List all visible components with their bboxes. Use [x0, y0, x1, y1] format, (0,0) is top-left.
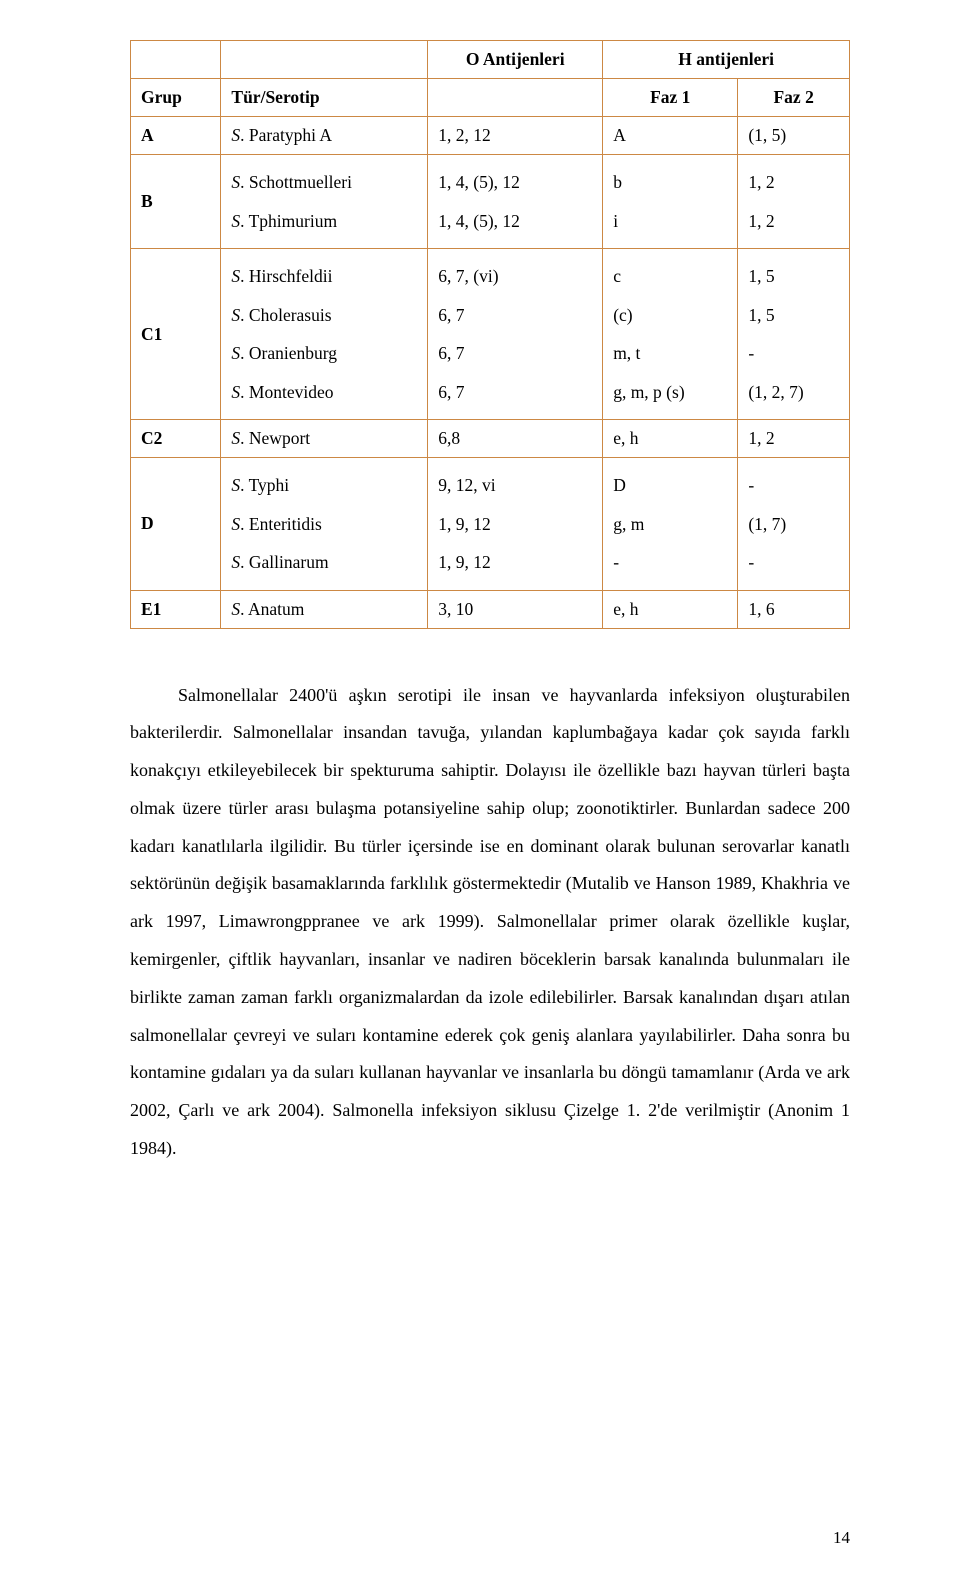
- species-prefix: S: [231, 172, 240, 192]
- o-cell: 1, 4, (5), 12 1, 4, (5), 12: [428, 155, 603, 249]
- tur-cell: S. Paratyphi A: [221, 117, 428, 155]
- species-name: . Schottmuelleri: [240, 172, 352, 192]
- faz2-cell: 1, 5 1, 5 - (1, 2, 7): [738, 249, 850, 420]
- faz2-cell: 1, 2 1, 2: [738, 155, 850, 249]
- grup-label: C1: [141, 324, 162, 344]
- faz2-cell: - (1, 7) -: [738, 458, 850, 591]
- species-name: . Tphimurium: [240, 211, 337, 231]
- header-o-antijenleri: O Antijenleri: [428, 41, 603, 79]
- faz1-cell: e, h: [603, 590, 738, 628]
- o-cell: 6, 7, (vi) 6, 7 6, 7 6, 7: [428, 249, 603, 420]
- species-prefix: S: [231, 211, 240, 231]
- header-blank-1: [131, 41, 221, 79]
- grup-label: E1: [141, 599, 161, 619]
- faz1-cell: A: [603, 117, 738, 155]
- tur-cell: S. Newport: [221, 420, 428, 458]
- tur-cell: S. Schottmuelleri S. Tphimurium: [221, 155, 428, 249]
- faz2-cell: 1, 6: [738, 590, 850, 628]
- header-blank-2: [221, 41, 428, 79]
- tur-cell: S. Hirschfeldii S. Cholerasuis S. Oranie…: [221, 249, 428, 420]
- header-faz1: Faz 1: [603, 79, 738, 117]
- header-grup: Grup: [131, 79, 221, 117]
- table-header-row-2: Grup Tür/Serotip Faz 1 Faz 2: [131, 79, 850, 117]
- page-number: 14: [833, 1528, 850, 1548]
- table-row: D S. Typhi S. Enteritidis S. Gallinarum …: [131, 458, 850, 591]
- faz2-cell: (1, 5): [738, 117, 850, 155]
- paragraph: Salmonellalar 2400'ü aşkın serotipi ile …: [130, 677, 850, 1168]
- species-name: . Paratyphi A: [240, 125, 332, 145]
- faz1-cell: c (c) m, t g, m, p (s): [603, 249, 738, 420]
- grup-label: C2: [141, 428, 162, 448]
- o-cell: 1, 2, 12: [428, 117, 603, 155]
- faz1-cell: D g, m -: [603, 458, 738, 591]
- page: O Antijenleri H antijenleri Grup Tür/Ser…: [0, 0, 960, 1584]
- table-row: B S. Schottmuelleri S. Tphimurium 1, 4, …: [131, 155, 850, 249]
- tur-cell: S. Anatum: [221, 590, 428, 628]
- grup-label: A: [141, 125, 154, 145]
- body-text: Salmonellalar 2400'ü aşkın serotipi ile …: [130, 677, 850, 1168]
- o-cell: 3, 10: [428, 590, 603, 628]
- o-cell: 9, 12, vi 1, 9, 12 1, 9, 12: [428, 458, 603, 591]
- header-o-blank: [428, 79, 603, 117]
- table-row: A S. Paratyphi A 1, 2, 12 A (1, 5): [131, 117, 850, 155]
- header-faz2: Faz 2: [738, 79, 850, 117]
- header-h-antijenleri: H antijenleri: [603, 41, 850, 79]
- table-header-row-1: O Antijenleri H antijenleri: [131, 41, 850, 79]
- header-tur: Tür/Serotip: [221, 79, 428, 117]
- faz1-cell: e, h: [603, 420, 738, 458]
- table-row: C1 S. Hirschfeldii S. Cholerasuis S. Ora…: [131, 249, 850, 420]
- table-row: C2 S. Newport 6,8 e, h 1, 2: [131, 420, 850, 458]
- faz1-cell: b i: [603, 155, 738, 249]
- faz2-cell: 1, 2: [738, 420, 850, 458]
- antigen-table: O Antijenleri H antijenleri Grup Tür/Ser…: [130, 40, 850, 629]
- table-row: E1 S. Anatum 3, 10 e, h 1, 6: [131, 590, 850, 628]
- grup-label: D: [141, 513, 154, 533]
- grup-label: B: [141, 191, 153, 211]
- tur-cell: S. Typhi S. Enteritidis S. Gallinarum: [221, 458, 428, 591]
- o-cell: 6,8: [428, 420, 603, 458]
- species-prefix: S: [231, 125, 240, 145]
